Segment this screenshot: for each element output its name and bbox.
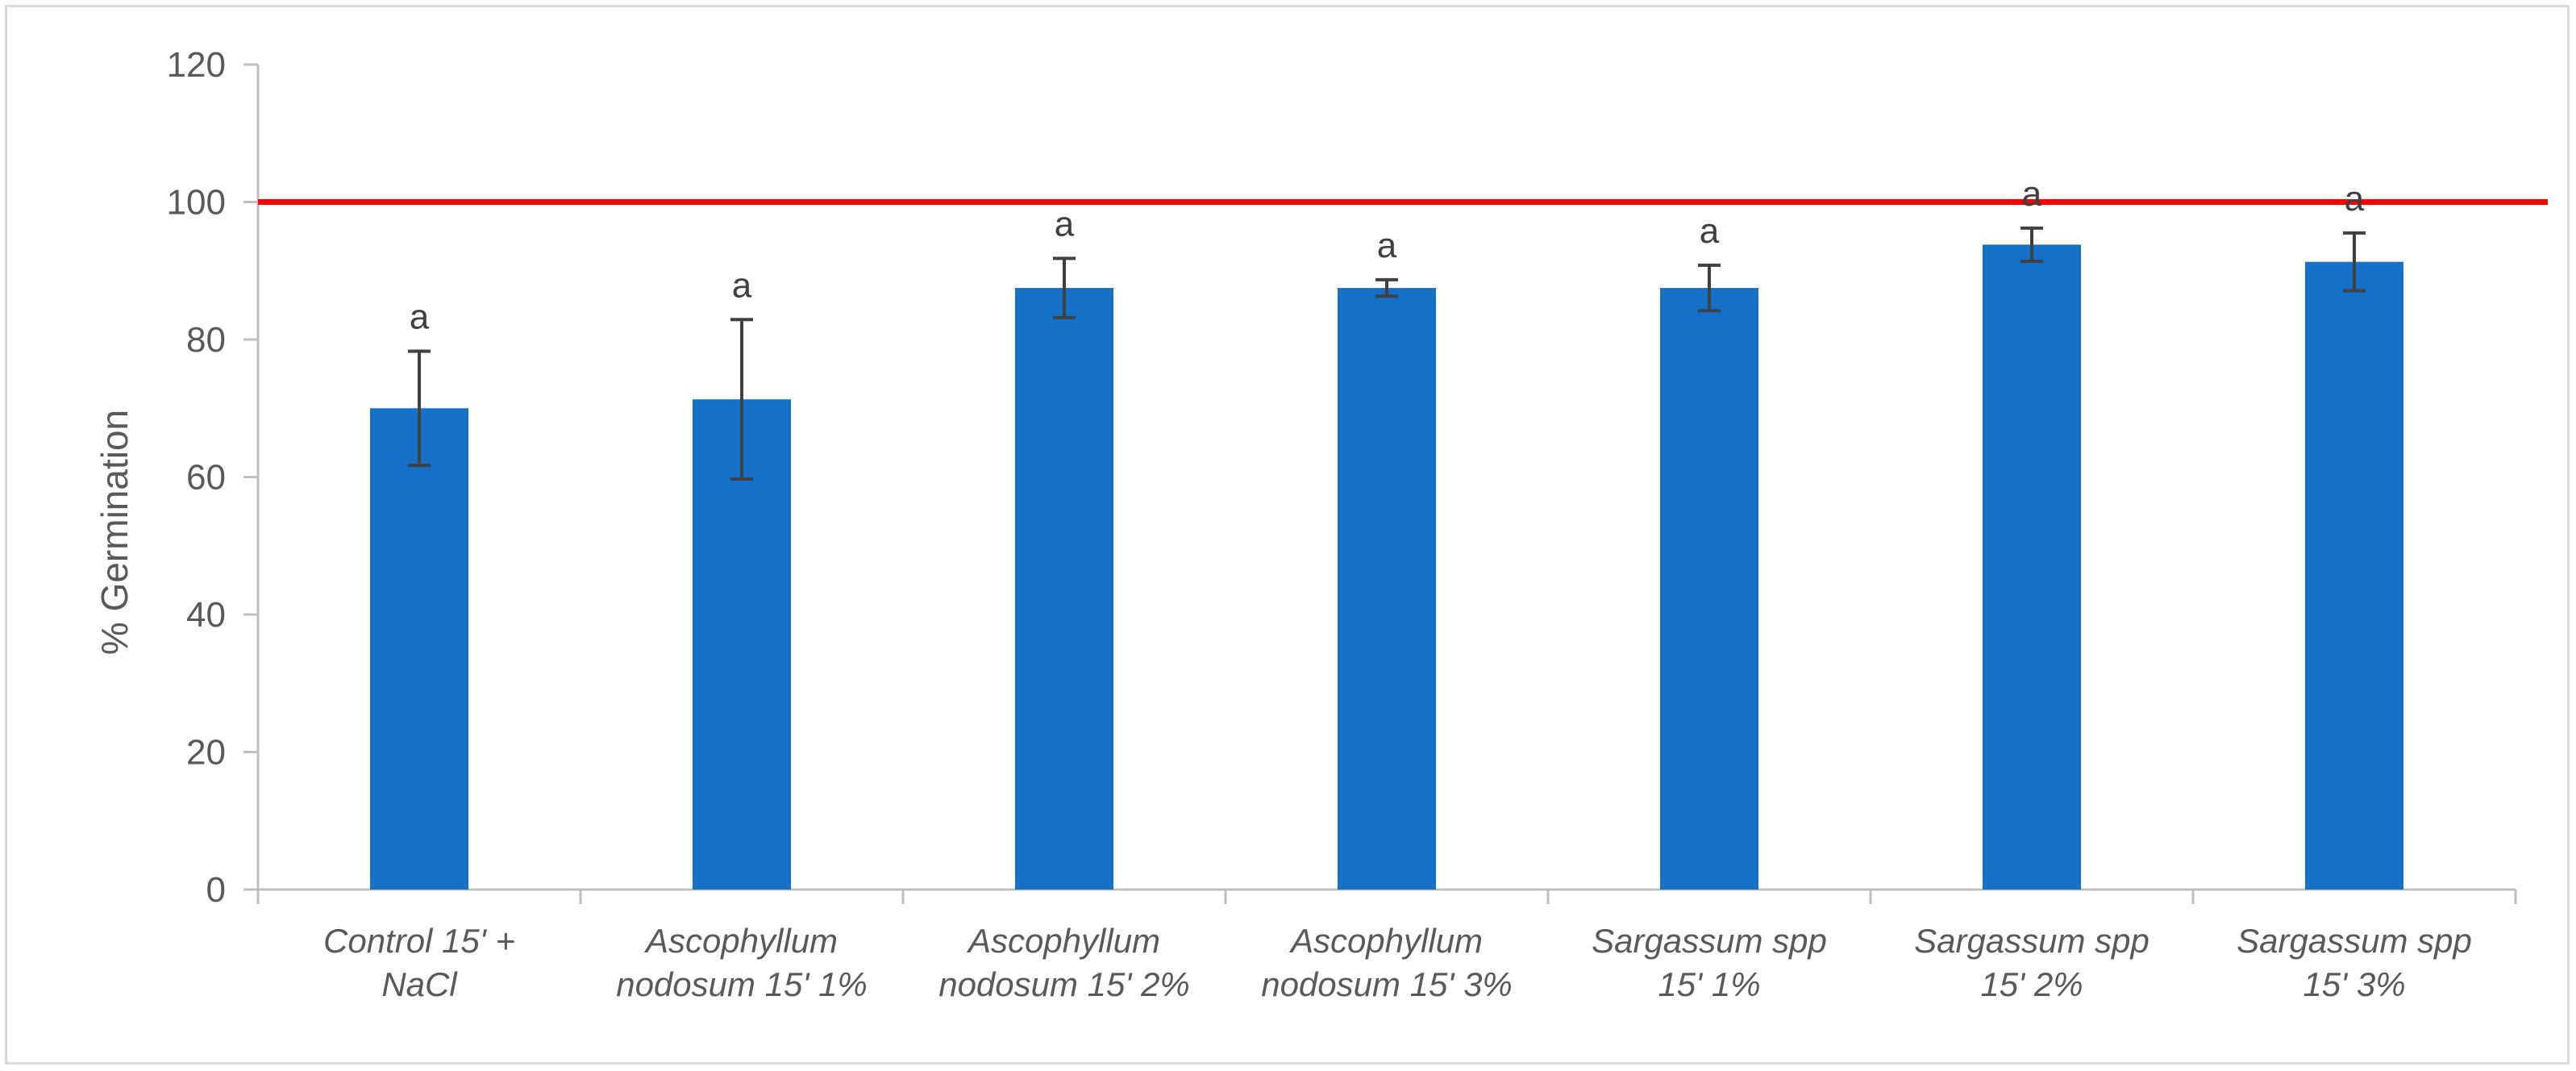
x-category-label: 15' 3% <box>2303 965 2405 1003</box>
significance-label: a <box>1377 226 1397 265</box>
x-category-label: Ascophyllum <box>643 922 838 960</box>
x-category-label: Control 15' + <box>323 922 515 960</box>
bar <box>1983 244 2081 890</box>
y-tick-label: 20 <box>186 733 226 773</box>
x-category-label: nodosum 15' 1% <box>616 965 868 1003</box>
y-tick-label: 100 <box>167 183 226 223</box>
x-category-label: NaCl <box>381 965 458 1003</box>
bar <box>693 399 791 890</box>
significance-label: a <box>1055 204 1075 244</box>
error-bars <box>408 226 2366 481</box>
bar <box>1338 288 1436 890</box>
bars <box>370 244 2403 890</box>
x-category-label: Sargassum spp <box>1914 922 2149 960</box>
y-tick-label: 120 <box>167 45 226 85</box>
y-tick-label: 60 <box>186 458 226 498</box>
y-tick-label: 80 <box>186 320 226 360</box>
x-category-label: Ascophyllum <box>966 922 1160 960</box>
significance-label: a <box>732 265 752 305</box>
x-category-label: 15' 1% <box>1658 965 1760 1003</box>
x-category-label: nodosum 15' 2% <box>938 965 1190 1003</box>
labels: a Control 15' + NaCl a Ascophyllum nodosum 15… <box>323 174 2472 1003</box>
x-category-label: Sargassum spp <box>1592 922 1827 960</box>
bar <box>2305 261 2403 890</box>
significance-label: a <box>1700 211 1720 251</box>
significance-label: a <box>410 297 430 336</box>
axes: 0 20 40 60 80 100 120 <box>167 45 2517 910</box>
x-category-label: nodosum 15' 3% <box>1261 965 1513 1003</box>
y-tick-label: 0 <box>206 870 226 910</box>
x-category-label: Ascophyllum <box>1288 922 1483 960</box>
bar <box>1660 288 1758 890</box>
significance-label: a <box>2345 179 2365 219</box>
y-axis-title: % Germination <box>94 410 135 655</box>
x-category-label: 15' 2% <box>1980 965 2083 1003</box>
significance-label: a <box>2022 174 2042 214</box>
x-category-label: Sargassum spp <box>2237 922 2472 960</box>
bar <box>370 408 468 890</box>
bar <box>1015 288 1113 890</box>
y-tick-label: 40 <box>186 595 226 635</box>
